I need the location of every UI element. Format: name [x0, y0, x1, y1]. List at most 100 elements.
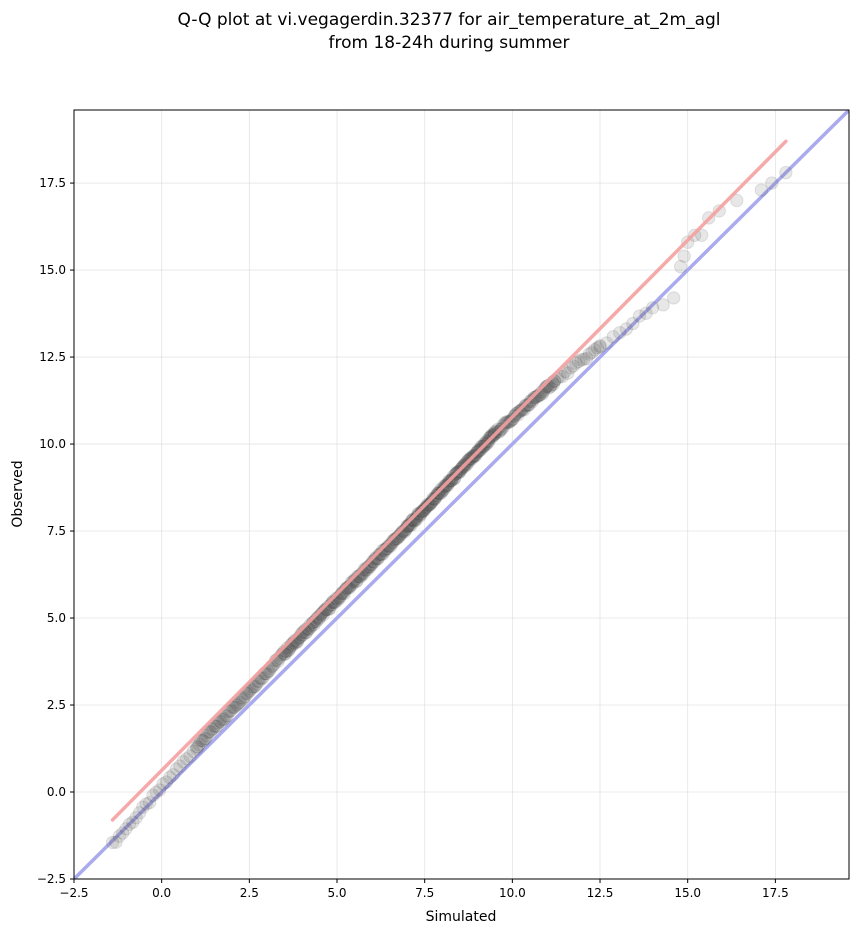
- data-point: [447, 472, 461, 486]
- data-point: [369, 550, 383, 565]
- data-point: [435, 484, 449, 498]
- data-point: [220, 709, 234, 723]
- data-point: [593, 340, 607, 354]
- data-point: [139, 797, 153, 811]
- data-point: [190, 742, 204, 756]
- chart-title-line-2: from 18-24h during summer: [329, 33, 570, 53]
- data-point: [231, 696, 246, 710]
- data-point: [765, 176, 779, 190]
- data-point: [126, 815, 140, 829]
- data-point: [217, 711, 232, 726]
- data-point: [430, 488, 444, 503]
- data-point: [433, 486, 447, 501]
- data-point: [437, 482, 451, 496]
- x-tick-label-5: 10.0: [499, 886, 526, 900]
- data-point: [428, 490, 443, 505]
- data-point: [427, 492, 442, 506]
- data-point: [400, 519, 414, 534]
- data-point: [346, 574, 360, 588]
- data-point: [420, 499, 434, 514]
- data-point: [115, 826, 130, 840]
- y-tick-label-5: 10.0: [39, 437, 66, 451]
- data-point: [506, 412, 520, 426]
- data-point: [166, 768, 180, 782]
- data-point: [244, 682, 259, 696]
- data-point: [201, 725, 215, 740]
- data-point: [219, 709, 233, 723]
- data-point: [206, 721, 220, 736]
- data-point: [105, 835, 120, 850]
- data-point: [229, 698, 243, 713]
- data-point: [410, 509, 425, 523]
- data-point: [436, 483, 450, 498]
- x-tick-label-8: 17.5: [762, 886, 789, 900]
- data-point: [593, 339, 607, 353]
- data-point: [385, 534, 400, 548]
- chart-title: Q-Q plot at vi.vegagerdin.32377 for air_…: [177, 10, 720, 53]
- data-point: [414, 505, 429, 519]
- y-tick-label-4: 7.5: [47, 524, 66, 538]
- data-point: [223, 704, 237, 718]
- data-point: [527, 390, 541, 405]
- data-point: [252, 674, 266, 689]
- data-point: [626, 316, 640, 331]
- data-point: [365, 554, 380, 569]
- data-point: [240, 686, 255, 701]
- data-point: [202, 724, 217, 739]
- data-point: [569, 356, 583, 370]
- data-point: [193, 733, 208, 748]
- data-point: [195, 733, 209, 748]
- reference-line: [74, 110, 849, 879]
- data-point: [418, 501, 433, 515]
- data-point: [440, 479, 454, 493]
- data-point: [448, 471, 462, 485]
- data-point: [248, 679, 262, 693]
- data-point: [730, 193, 744, 208]
- data-point: [574, 353, 588, 367]
- data-point: [242, 684, 256, 699]
- x-tick-label-4: 7.5: [415, 886, 434, 900]
- data-point: [515, 403, 529, 417]
- y-tick-label-1: 0.0: [47, 785, 66, 799]
- data-point: [613, 325, 627, 340]
- data-point: [695, 228, 709, 242]
- data-point: [169, 762, 184, 776]
- data-point: [207, 719, 222, 733]
- data-point: [523, 394, 537, 409]
- data-point: [441, 477, 455, 492]
- data-point: [387, 532, 401, 547]
- data-point: [422, 497, 437, 511]
- y-axis-label: Observed: [10, 460, 26, 527]
- data-point: [226, 700, 241, 715]
- data-point: [487, 425, 501, 440]
- data-point: [375, 544, 390, 558]
- data-point: [673, 259, 688, 274]
- data-point: [400, 519, 414, 533]
- data-point: [228, 700, 242, 714]
- data-point: [249, 677, 264, 691]
- data-point: [526, 392, 540, 407]
- data-point: [639, 306, 653, 320]
- data-point: [587, 342, 602, 357]
- data-point: [238, 690, 252, 704]
- data-point: [415, 504, 429, 518]
- data-point: [585, 345, 599, 360]
- fit-line: [110, 139, 788, 822]
- data-point: [571, 354, 586, 369]
- reference-line-path: [74, 110, 849, 879]
- data-point: [216, 712, 231, 727]
- data-point: [200, 728, 214, 743]
- data-point: [357, 562, 372, 576]
- data-point: [237, 691, 251, 705]
- data-point: [149, 785, 164, 799]
- data-point: [209, 719, 223, 734]
- data-point: [176, 754, 190, 769]
- x-tick-label-3: 5.0: [327, 886, 346, 900]
- data-point: [132, 806, 147, 820]
- y-tick-label-0: −2.5: [37, 872, 66, 886]
- data-point: [136, 800, 150, 814]
- data-point: [243, 683, 257, 697]
- x-axis-label: Simulated: [426, 909, 497, 925]
- data-point: [192, 737, 206, 752]
